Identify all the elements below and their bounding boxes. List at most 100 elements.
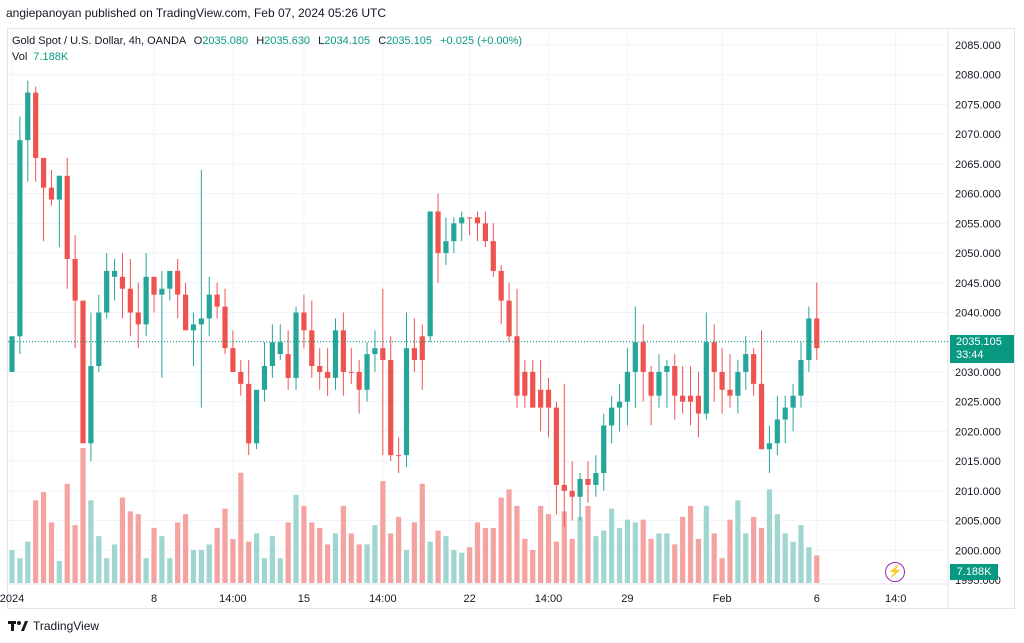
current-price-value: 2035.105 bbox=[956, 335, 1002, 348]
y-tick-label: 2065.000 bbox=[955, 159, 1001, 171]
candle-body bbox=[285, 354, 291, 378]
footer-brand-text: TradingView bbox=[33, 619, 100, 633]
y-tick-label: 2050.000 bbox=[955, 248, 1001, 260]
y-tick-label: 2075.000 bbox=[955, 99, 1001, 111]
candle-body bbox=[388, 360, 394, 456]
chart-frame[interactable] bbox=[7, 28, 1015, 609]
volume-bar bbox=[261, 558, 268, 583]
candle-body bbox=[143, 276, 149, 325]
volume-bar bbox=[624, 519, 631, 583]
candle-body bbox=[309, 330, 315, 366]
low-value: 2034.105 bbox=[324, 35, 371, 47]
x-tick-label: 29 bbox=[621, 593, 633, 605]
volume-bar bbox=[72, 525, 78, 583]
volume-bar bbox=[545, 514, 552, 583]
x-tick-label: 6 bbox=[814, 593, 820, 605]
volume-bar bbox=[56, 560, 62, 583]
volume-bar bbox=[230, 538, 236, 583]
candle-body bbox=[814, 318, 820, 349]
candle-body bbox=[640, 342, 646, 372]
candle-body bbox=[498, 270, 504, 301]
volume-bar bbox=[538, 505, 544, 583]
candle-body bbox=[751, 354, 757, 384]
candle-body bbox=[80, 300, 86, 444]
legend-volume-row: Vol 7.188K bbox=[12, 49, 522, 65]
candle-body bbox=[348, 371, 354, 373]
candle-body bbox=[317, 366, 323, 372]
candle-body bbox=[380, 348, 386, 361]
volume-bar bbox=[419, 483, 425, 583]
volume-label[interactable]: Vol bbox=[12, 51, 28, 63]
volume-bar bbox=[435, 530, 441, 583]
volume-bar bbox=[198, 549, 204, 583]
volume-value: 7.188K bbox=[33, 51, 69, 63]
candle-body bbox=[459, 217, 465, 224]
volume-bar bbox=[490, 527, 496, 583]
candle-body bbox=[372, 348, 378, 355]
volume-bar bbox=[151, 527, 157, 583]
candle-body bbox=[593, 473, 599, 485]
volume-bar bbox=[293, 494, 299, 583]
candle-body bbox=[33, 92, 39, 158]
volume-bar bbox=[325, 544, 331, 583]
x-tick-label: 15 bbox=[298, 593, 310, 605]
candle-body bbox=[111, 270, 118, 277]
y-tick-label: 2005.000 bbox=[955, 516, 1001, 528]
candle-body bbox=[474, 217, 481, 224]
candle-body bbox=[790, 395, 796, 408]
x-tick-label: 14:00 bbox=[369, 593, 397, 605]
candle-body bbox=[119, 276, 126, 289]
symbol-name[interactable]: Gold Spot / U.S. Dollar, 4h, OANDA bbox=[12, 35, 186, 47]
candle-body bbox=[782, 407, 788, 420]
volume-bar bbox=[396, 516, 402, 583]
volume-bar bbox=[609, 508, 615, 583]
y-tick-label: 2070.000 bbox=[955, 129, 1001, 141]
volume-bar bbox=[758, 527, 765, 583]
volume-bar bbox=[388, 533, 394, 583]
volume-bar bbox=[33, 500, 39, 583]
volume-bar bbox=[364, 544, 370, 583]
volume-bar bbox=[577, 516, 583, 583]
volume-bar bbox=[190, 549, 197, 583]
volume-bar bbox=[253, 533, 260, 583]
candle-body bbox=[246, 383, 252, 444]
volume-bar bbox=[119, 497, 126, 583]
candle-body bbox=[672, 366, 678, 396]
volume-bar bbox=[727, 519, 733, 583]
volume-bar bbox=[17, 558, 23, 583]
volume-bar bbox=[467, 547, 473, 583]
candle-body bbox=[64, 175, 70, 259]
volume-bar bbox=[317, 527, 323, 583]
volume-bar bbox=[743, 533, 749, 583]
candle-body bbox=[269, 342, 275, 366]
candle-body bbox=[198, 318, 204, 325]
candle-body bbox=[545, 389, 552, 408]
candle-body bbox=[766, 443, 773, 450]
candle-body bbox=[514, 336, 520, 396]
volume-bar bbox=[104, 558, 110, 583]
volume-bar bbox=[214, 527, 220, 583]
volume-bar bbox=[332, 533, 339, 583]
candle-body bbox=[609, 407, 615, 426]
candle-body bbox=[680, 395, 686, 402]
volume-bar bbox=[561, 511, 567, 583]
candle-body bbox=[530, 371, 536, 408]
volume-bar bbox=[427, 541, 433, 583]
candle-body bbox=[758, 383, 765, 450]
volume-bar bbox=[309, 522, 315, 583]
x-tick-label: 2024 bbox=[0, 593, 24, 605]
candle-body bbox=[648, 371, 654, 396]
volume-bar bbox=[143, 558, 149, 583]
candle-body bbox=[664, 366, 670, 372]
candle-body bbox=[482, 223, 488, 242]
candle-body bbox=[798, 360, 804, 396]
volume-bar bbox=[506, 489, 512, 583]
candle-body bbox=[553, 407, 560, 485]
lightning-icon[interactable]: ⚡ bbox=[885, 562, 905, 582]
candle-body bbox=[325, 371, 331, 378]
volume-bar bbox=[206, 544, 212, 583]
candle-body bbox=[632, 342, 638, 372]
candle-body bbox=[230, 348, 236, 372]
candle-body bbox=[624, 371, 631, 402]
